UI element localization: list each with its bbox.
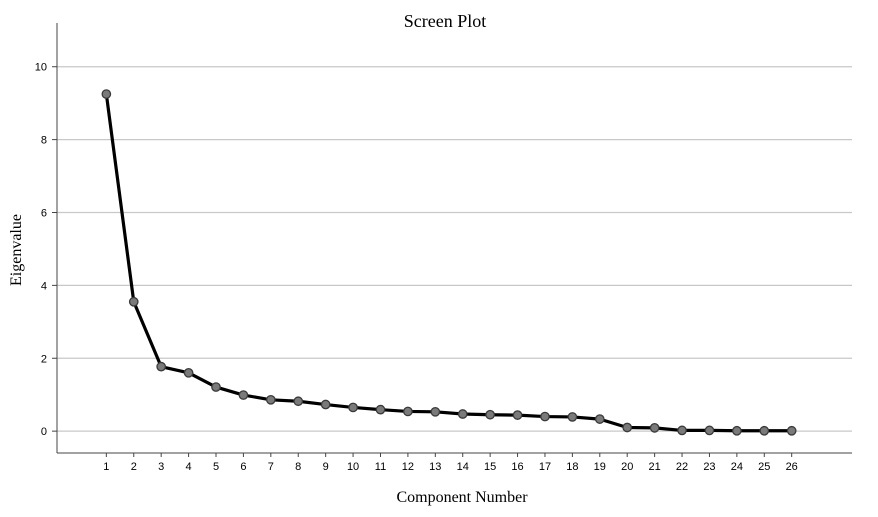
x-tick-label-1: 1: [103, 461, 109, 473]
data-point-15: [485, 409, 495, 420]
x-tick-label-13: 13: [429, 461, 441, 473]
x-tick-label-10: 10: [347, 461, 359, 473]
x-tick-label-3: 3: [158, 461, 164, 473]
data-point-12: [403, 406, 413, 417]
x-tick-label-14: 14: [457, 461, 469, 473]
data-point-25: [759, 425, 770, 436]
data-point-5: [211, 382, 221, 392]
series-line: [104, 92, 794, 433]
x-tick-label-2: 2: [131, 461, 137, 473]
data-point-21: [649, 423, 660, 433]
x-tick-label-15: 15: [484, 461, 496, 473]
series-eigenvalue: [101, 89, 797, 436]
data-point-16: [512, 410, 523, 420]
x-tick-label-25: 25: [758, 461, 770, 473]
data-point-8: [293, 396, 304, 407]
x-tick-label-23: 23: [703, 461, 715, 473]
data-point-13: [430, 406, 441, 417]
x-tick-label-21: 21: [648, 461, 660, 473]
data-point-7: [265, 394, 276, 405]
x-tick-label-19: 19: [594, 461, 606, 473]
x-tick-label-24: 24: [731, 461, 743, 473]
data-point-2: [128, 296, 139, 307]
data-point-24: [732, 425, 742, 436]
data-point-19: [594, 414, 605, 424]
x-tick-label-4: 4: [186, 461, 192, 473]
data-point-4: [183, 367, 194, 378]
data-point-3: [156, 361, 167, 372]
data-point-20: [622, 422, 633, 433]
y-axis-title: Eigenvalue: [8, 214, 25, 286]
x-tick-label-20: 20: [621, 461, 633, 473]
y-tick-label-0: 0: [41, 426, 47, 438]
x-tick-label-7: 7: [268, 461, 274, 473]
y-tick-label-4: 4: [41, 280, 47, 292]
x-tick-label-8: 8: [295, 461, 301, 473]
chart-title: Screen Plot: [404, 11, 487, 31]
data-point-11: [375, 404, 386, 415]
x-tick-label-17: 17: [539, 461, 551, 473]
data-point-26: [786, 425, 797, 436]
data-point-17: [540, 411, 550, 422]
data-point-23: [704, 425, 715, 436]
x-tick-label-18: 18: [566, 461, 578, 473]
y-tick-label-8: 8: [41, 135, 47, 147]
data-point-6: [238, 390, 249, 400]
data-point-22: [677, 425, 687, 436]
x-axis-title: Component Number: [396, 489, 528, 506]
y-tick-label-2: 2: [41, 353, 47, 365]
grid-lines: [57, 66, 852, 432]
data-point-9: [320, 399, 331, 410]
x-tick-label-11: 11: [375, 461, 386, 473]
y-tick-label-10: 10: [35, 62, 47, 74]
data-point-10: [348, 402, 358, 413]
x-tick-label-12: 12: [402, 461, 414, 473]
data-point-18: [567, 412, 578, 422]
x-tick-label-22: 22: [676, 461, 688, 473]
y-tick-label-6: 6: [41, 207, 47, 219]
data-point-14: [457, 409, 468, 419]
axes: [52, 23, 852, 457]
x-tick-label-6: 6: [240, 461, 246, 473]
x-tick-label-26: 26: [786, 461, 798, 473]
data-point-1: [101, 89, 112, 99]
x-tick-label-5: 5: [213, 461, 219, 473]
x-tick-label-16: 16: [511, 461, 523, 473]
x-tick-label-9: 9: [323, 461, 329, 473]
